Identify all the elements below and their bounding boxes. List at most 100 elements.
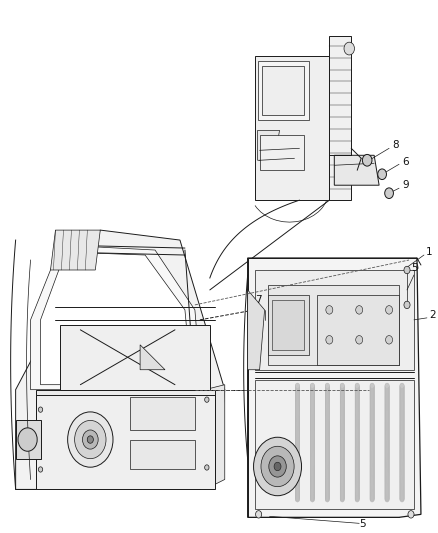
Circle shape <box>370 482 374 487</box>
Circle shape <box>355 424 360 429</box>
Circle shape <box>385 414 389 419</box>
Circle shape <box>325 416 329 421</box>
Circle shape <box>310 453 314 458</box>
Circle shape <box>385 477 389 482</box>
Circle shape <box>355 449 360 454</box>
Circle shape <box>310 407 314 413</box>
Polygon shape <box>60 325 210 390</box>
Circle shape <box>385 447 389 452</box>
Circle shape <box>325 496 329 501</box>
Circle shape <box>385 416 389 421</box>
Circle shape <box>400 432 404 437</box>
Circle shape <box>325 482 329 487</box>
Circle shape <box>310 454 314 459</box>
Circle shape <box>400 420 404 425</box>
Circle shape <box>295 469 300 474</box>
Circle shape <box>370 404 374 409</box>
Circle shape <box>385 413 389 418</box>
Polygon shape <box>247 258 421 518</box>
Circle shape <box>385 479 389 484</box>
Circle shape <box>362 155 372 166</box>
Circle shape <box>355 398 360 403</box>
Circle shape <box>370 388 374 393</box>
Polygon shape <box>272 300 304 350</box>
Circle shape <box>385 496 389 501</box>
Circle shape <box>355 404 360 409</box>
Circle shape <box>385 444 389 449</box>
Circle shape <box>325 450 329 455</box>
Circle shape <box>340 484 344 489</box>
Circle shape <box>370 438 374 443</box>
Circle shape <box>355 416 360 421</box>
Circle shape <box>370 441 374 446</box>
Circle shape <box>310 450 314 455</box>
Circle shape <box>325 460 329 465</box>
Circle shape <box>310 463 314 468</box>
Circle shape <box>310 474 314 479</box>
Circle shape <box>295 474 300 479</box>
Circle shape <box>325 488 329 493</box>
Circle shape <box>400 428 404 433</box>
Circle shape <box>310 421 314 426</box>
Circle shape <box>355 462 360 467</box>
Circle shape <box>340 439 344 444</box>
Circle shape <box>370 439 374 444</box>
Circle shape <box>370 467 374 472</box>
Circle shape <box>400 453 404 458</box>
Circle shape <box>385 305 392 314</box>
Circle shape <box>355 478 360 483</box>
Circle shape <box>370 409 374 414</box>
Circle shape <box>355 422 360 427</box>
Circle shape <box>325 438 329 443</box>
Circle shape <box>400 413 404 418</box>
Circle shape <box>340 448 344 453</box>
Circle shape <box>385 406 389 411</box>
Circle shape <box>325 487 329 492</box>
Circle shape <box>340 470 344 475</box>
Circle shape <box>295 412 300 417</box>
Circle shape <box>385 404 389 409</box>
Circle shape <box>370 458 374 463</box>
Circle shape <box>340 416 344 421</box>
Circle shape <box>370 403 374 408</box>
Circle shape <box>400 388 404 393</box>
Circle shape <box>310 433 314 438</box>
Circle shape <box>370 384 374 389</box>
Circle shape <box>355 445 360 450</box>
Circle shape <box>385 463 389 468</box>
Circle shape <box>370 396 374 401</box>
Circle shape <box>310 401 314 406</box>
Circle shape <box>400 452 404 457</box>
Circle shape <box>325 444 329 449</box>
Circle shape <box>400 478 404 483</box>
Circle shape <box>205 465 209 470</box>
Circle shape <box>295 466 300 471</box>
Circle shape <box>385 468 389 473</box>
Circle shape <box>310 489 314 494</box>
Circle shape <box>325 484 329 489</box>
Circle shape <box>310 477 314 482</box>
Circle shape <box>340 473 344 478</box>
Circle shape <box>310 434 314 439</box>
Circle shape <box>295 492 300 498</box>
Circle shape <box>340 435 344 440</box>
Circle shape <box>355 399 360 405</box>
Circle shape <box>385 461 389 466</box>
Circle shape <box>385 475 389 480</box>
Circle shape <box>370 484 374 489</box>
Circle shape <box>295 415 300 420</box>
Circle shape <box>400 473 404 478</box>
Circle shape <box>340 452 344 457</box>
Circle shape <box>400 387 404 392</box>
Circle shape <box>400 422 404 427</box>
Circle shape <box>404 266 410 274</box>
Circle shape <box>400 485 404 490</box>
Circle shape <box>355 472 360 477</box>
Circle shape <box>385 427 389 432</box>
Circle shape <box>295 400 300 405</box>
Circle shape <box>295 461 300 466</box>
Circle shape <box>370 412 374 417</box>
Circle shape <box>385 483 389 488</box>
Circle shape <box>74 421 106 459</box>
Circle shape <box>310 430 314 435</box>
